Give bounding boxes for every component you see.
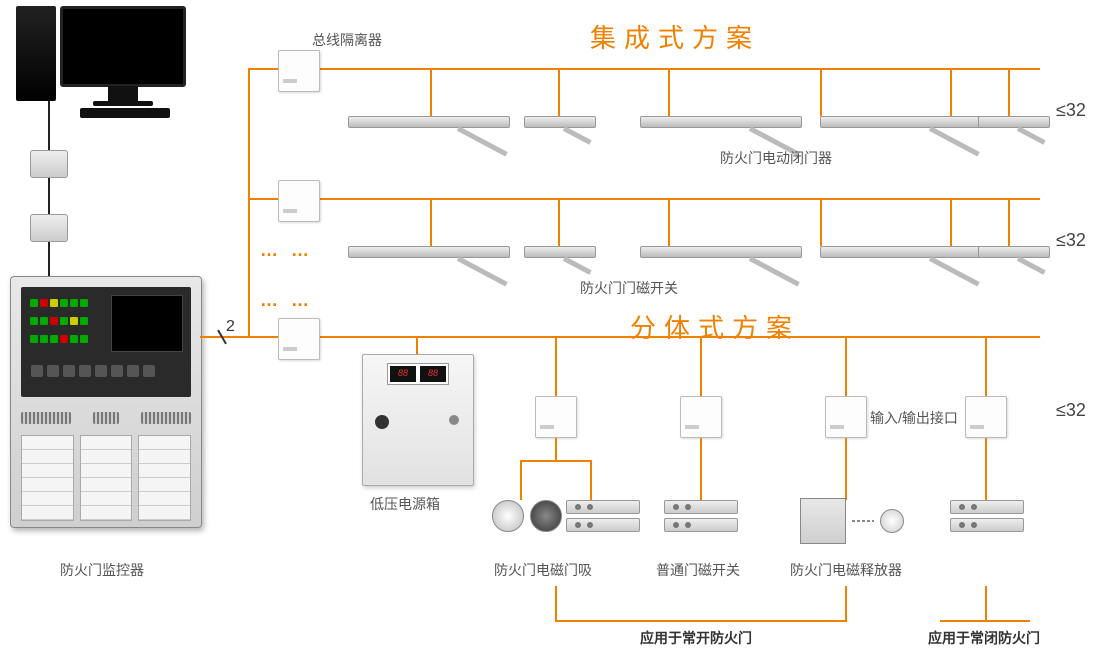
closer-r1-2 bbox=[524, 116, 596, 131]
m1-left bbox=[520, 460, 522, 500]
mag-switch-2 bbox=[664, 500, 738, 532]
bus-count: 2 bbox=[226, 318, 235, 336]
holder-label: 防火门电磁门吸 bbox=[494, 560, 592, 580]
app-open-label: 应用于常开防火门 bbox=[640, 628, 752, 648]
r2-drop-2 bbox=[558, 198, 560, 246]
closer-r1-1 bbox=[348, 116, 513, 131]
m3-stem bbox=[845, 438, 847, 500]
closer-r1-4 bbox=[820, 116, 985, 131]
io-module-label: 输入/输出接口 bbox=[870, 408, 958, 428]
power-box: 8888 bbox=[362, 354, 474, 486]
diagram-root: 防火门监控器 2 … … … … 集成式方案 总线隔离器 防火门电动闭门器 ≤3… bbox=[0, 0, 1110, 652]
r3-drop-4 bbox=[985, 336, 987, 396]
row3-bus bbox=[248, 336, 1040, 338]
m1-stem bbox=[555, 438, 557, 460]
r2-drop-4 bbox=[820, 198, 822, 246]
limit-r2: ≤32 bbox=[1056, 230, 1086, 251]
r1-drop-2 bbox=[558, 68, 560, 116]
trunk-dots-1: … … bbox=[260, 240, 313, 261]
pc-cable-3 bbox=[48, 242, 50, 276]
r2-drop-3 bbox=[668, 198, 670, 246]
trunk-vertical bbox=[248, 68, 250, 338]
pc-monitor bbox=[60, 6, 186, 106]
power-box-label: 低压电源箱 bbox=[370, 494, 440, 514]
adapter-2 bbox=[30, 214, 68, 242]
em-releaser bbox=[800, 498, 904, 544]
pc-cable-2 bbox=[48, 178, 50, 214]
r1-drop-6 bbox=[1008, 68, 1010, 116]
io-module-4 bbox=[965, 396, 1007, 438]
mag-switch-1 bbox=[566, 500, 640, 532]
em-holder bbox=[492, 500, 562, 532]
limit-r1: ≤32 bbox=[1056, 100, 1086, 121]
r1-drop-1 bbox=[430, 68, 432, 116]
title-separate: 分体式方案 bbox=[630, 308, 800, 345]
m2-stem bbox=[700, 438, 702, 500]
row1-bus bbox=[248, 68, 1040, 70]
io-module-2 bbox=[680, 396, 722, 438]
magswitch-label: 普通门磁开关 bbox=[656, 560, 740, 580]
r2-drop-1 bbox=[430, 198, 432, 246]
m1-right bbox=[590, 460, 592, 500]
pc-cable-1 bbox=[48, 101, 50, 151]
app-closed-v bbox=[985, 586, 987, 620]
pc-keyboard bbox=[80, 108, 170, 118]
m4-stem bbox=[985, 438, 987, 500]
fire-door-controller bbox=[10, 276, 202, 528]
limit-r3: ≤32 bbox=[1056, 400, 1086, 421]
r3-drop-2 bbox=[700, 336, 702, 396]
r3-drop-3 bbox=[845, 336, 847, 396]
adapter-1 bbox=[30, 150, 68, 178]
closer-r1-5 bbox=[978, 116, 1050, 131]
title-integrated: 集成式方案 bbox=[590, 18, 760, 55]
closer-r2-4 bbox=[820, 246, 985, 261]
m1-hbar bbox=[520, 460, 592, 462]
isolator-label: 总线隔离器 bbox=[312, 30, 382, 50]
pwr-drop bbox=[416, 336, 418, 354]
closer-label: 防火门电动闭门器 bbox=[720, 148, 832, 168]
row2-bus bbox=[248, 198, 1040, 200]
app-closed-h bbox=[940, 620, 1030, 622]
closer-r2-2 bbox=[524, 246, 596, 261]
releaser-label: 防火门电磁释放器 bbox=[790, 560, 902, 580]
isolator-1 bbox=[278, 50, 320, 92]
r1-drop-3 bbox=[668, 68, 670, 116]
r1-drop-5 bbox=[950, 68, 952, 116]
closer-r2-1 bbox=[348, 246, 513, 261]
app-open-left bbox=[555, 586, 557, 620]
io-module-1 bbox=[535, 396, 577, 438]
isolator-2 bbox=[278, 180, 320, 222]
r2-drop-6 bbox=[1008, 198, 1010, 246]
magswitch-row-label: 防火门门磁开关 bbox=[580, 278, 678, 298]
mag-switch-3 bbox=[950, 500, 1024, 532]
app-closed-label: 应用于常闭防火门 bbox=[928, 628, 1040, 648]
r1-drop-4 bbox=[820, 68, 822, 116]
trunk-dots-2: … … bbox=[260, 290, 313, 311]
app-open-bottom bbox=[555, 620, 847, 622]
r2-drop-5 bbox=[950, 198, 952, 246]
closer-r2-5 bbox=[978, 246, 1050, 261]
io-module-3 bbox=[825, 396, 867, 438]
r3-drop-1 bbox=[555, 336, 557, 396]
pc-tower bbox=[16, 6, 56, 101]
app-open-right bbox=[845, 586, 847, 620]
isolator-3 bbox=[278, 318, 320, 360]
closer-r1-3 bbox=[640, 116, 805, 131]
closer-r2-3 bbox=[640, 246, 805, 261]
controller-label: 防火门监控器 bbox=[60, 560, 144, 580]
